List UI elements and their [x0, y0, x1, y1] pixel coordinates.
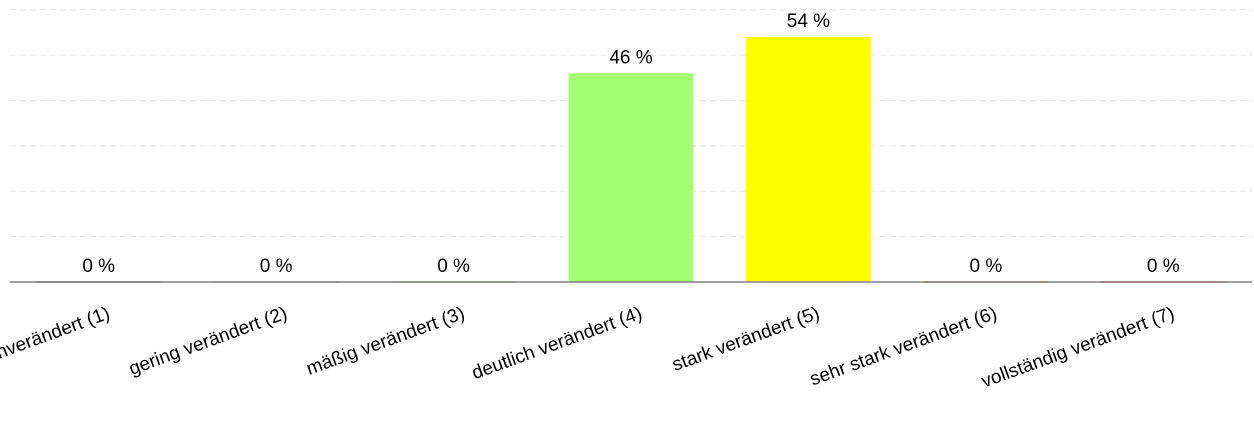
value-label: 0 %	[969, 256, 1002, 277]
x-tick-label: gering verändert (2)	[126, 303, 290, 380]
value-label: 54 %	[787, 11, 830, 32]
x-tick-label: deutlich verändert (4)	[469, 303, 645, 384]
value-label: 46 %	[609, 47, 652, 68]
bar	[568, 73, 694, 282]
value-label: 0 %	[437, 256, 470, 277]
x-tick-label: stark verändert (5)	[669, 303, 822, 376]
x-tick-label: vollständig verändert (7)	[979, 303, 1178, 392]
x-tick-label: unverändert (1)	[0, 303, 113, 367]
bars	[36, 37, 1226, 283]
x-tick-label: sehr stark verändert (6)	[807, 303, 1000, 390]
value-labels: 0 % 0 % 0 % 46 % 54 % 0 % 0 %	[82, 11, 1179, 277]
value-label: 0 %	[260, 256, 293, 277]
value-label: 0 %	[82, 256, 115, 277]
x-tick-label: mäßig verändert (3)	[304, 303, 468, 380]
x-tick-labels: unverändert (1) gering verändert (2) mäßig…	[0, 303, 1177, 392]
value-label: 0 %	[1147, 256, 1180, 277]
bar	[745, 37, 871, 282]
